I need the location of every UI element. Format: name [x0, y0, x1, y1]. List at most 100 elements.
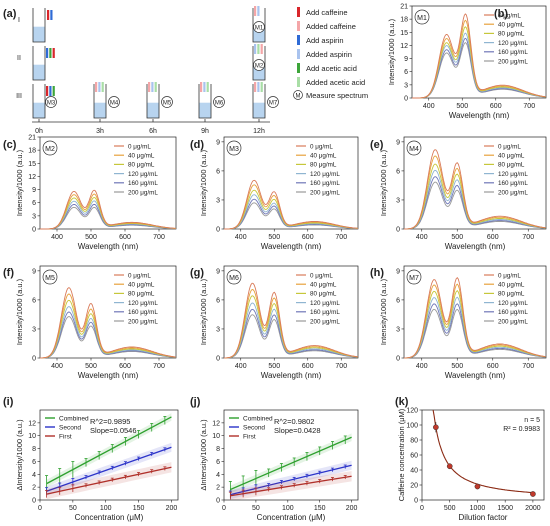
spectrum-legend-label: 0 μg/mL: [128, 272, 151, 279]
y-tick-label: 8: [32, 446, 36, 453]
spectrum-legend-label: 160 μg/mL: [498, 309, 528, 316]
y-tick-label: 60: [410, 453, 418, 460]
y-tick-label: 3: [404, 82, 408, 89]
timeline-label: 12h: [253, 128, 265, 135]
y-tick-label: 3: [216, 326, 220, 333]
y-axis-label: Intensity/1000 (a.u.): [387, 18, 396, 85]
spectrum-line: [403, 290, 546, 359]
fit-line: [230, 436, 352, 491]
y-tick-label: 9: [396, 268, 400, 275]
x-tick-label: 1000: [470, 505, 486, 512]
spectrum-legend-label: 200 μg/mL: [498, 189, 528, 196]
legend-swatch: [297, 63, 300, 73]
y-tick-label: 100: [406, 423, 418, 430]
reagent-stripe: [151, 82, 154, 92]
reagent-stripe: [257, 6, 260, 16]
spectrum-legend-label: 80 μg/mL: [310, 291, 337, 298]
reagent-stripe: [200, 82, 203, 92]
spectrum-legend-label: 40 μg/mL: [498, 22, 525, 29]
legend-label: Added caffeine: [306, 22, 356, 31]
y-tick-label: 6: [396, 297, 400, 304]
legend-swatch: [297, 21, 300, 31]
spectrum-marker: [42, 269, 58, 285]
bottle-liquid: [33, 26, 45, 42]
plot-frame: [223, 265, 359, 359]
bottle-liquid: [33, 102, 45, 118]
y-tick-label: 10: [28, 433, 36, 440]
spectrum-marker: [414, 9, 430, 25]
fit-annotation: Slope=0.0546: [90, 426, 137, 435]
y-tick-label: 15: [400, 30, 408, 37]
spectrum-legend-label: 40 μg/mL: [128, 153, 155, 160]
legend-label: Added aspirin: [306, 50, 352, 59]
spectrum-line: [223, 282, 358, 359]
measure-marker: [108, 96, 120, 108]
spectrum-legend-label: 80 μg/mL: [128, 162, 155, 169]
row-label: II: [17, 55, 21, 62]
panel-letter: (d): [190, 139, 204, 151]
spectrum-line: [40, 306, 176, 359]
plot-frame: [411, 5, 547, 99]
x-axis-label: Wavelength (nm): [445, 371, 506, 380]
y-tick-label: 6: [216, 168, 220, 175]
y-tick-label: 6: [32, 459, 36, 466]
bottle-liquid: [94, 102, 106, 118]
y-tick-label: 0: [32, 356, 36, 363]
measure-icon: [293, 90, 303, 100]
spectrum-marker-label: M1: [417, 15, 427, 22]
spectrum-line: [223, 289, 358, 359]
y-tick-label: 12: [212, 420, 220, 427]
spectrum-legend-label: 0 μg/mL: [498, 143, 521, 150]
reagent-stripe: [49, 86, 52, 96]
legend-swatch: [297, 49, 300, 59]
x-axis-label: Wavelength (nm): [445, 242, 506, 251]
y-tick-label: 10: [212, 433, 220, 440]
series-legend-label: Second: [243, 425, 265, 432]
x-tick-label: 500: [451, 363, 463, 370]
y-tick-label: 3: [216, 197, 220, 204]
panel-letter: (e): [370, 139, 384, 151]
measure-marker-label: M6: [215, 100, 224, 106]
reagent-stripe: [254, 82, 257, 92]
row-label: I: [18, 17, 20, 24]
y-tick-label: 6: [32, 200, 36, 207]
x-tick-label: 700: [335, 234, 347, 241]
spectrum-legend-label: 80 μg/mL: [498, 31, 525, 38]
y-tick-label: 6: [216, 459, 220, 466]
spectrum-legend-label: 160 μg/mL: [498, 49, 528, 56]
x-axis-label: Wavelength (nm): [261, 242, 322, 251]
spectrum-legend-label: 80 μg/mL: [498, 291, 525, 298]
panel-letter: (k): [395, 396, 409, 408]
spectrum-line: [224, 179, 358, 230]
spectrum-line: [39, 293, 176, 359]
spectrum-marker: [226, 140, 242, 156]
y-tick-label: 12: [28, 420, 36, 427]
plot-frame: [39, 409, 179, 501]
measure-marker-label: M4: [110, 100, 119, 106]
y-tick-label: 9: [216, 268, 220, 275]
y-tick-label: 0: [216, 356, 220, 363]
series-legend-label: First: [243, 434, 256, 441]
measure-marker: [45, 96, 57, 108]
y-tick-label: 6: [216, 297, 220, 304]
spectrum-marker: [226, 269, 242, 285]
y-tick-label: 12: [400, 43, 408, 50]
spectrum-legend-label: 40 μg/mL: [498, 282, 525, 289]
y-tick-label: 9: [216, 139, 220, 146]
measure-marker-label: M3: [47, 100, 56, 106]
y-axis-label: Caffeine concentration (μM): [397, 408, 406, 501]
x-tick-label: 400: [416, 234, 428, 241]
spectrum-legend-label: 80 μg/mL: [128, 291, 155, 298]
bottle: [32, 46, 46, 81]
spectrum-line: [40, 189, 176, 230]
panel-letter: (i): [3, 396, 14, 408]
reagent-stripe: [257, 82, 260, 92]
y-tick-label: 21: [400, 4, 408, 11]
x-tick-label: 700: [153, 363, 165, 370]
y-axis-label: ΔIntensity/1000 (a.u.): [199, 419, 208, 491]
plot-frame: [39, 136, 177, 230]
reagent-stripe: [52, 48, 55, 58]
y-tick-label: 40: [410, 468, 418, 475]
bottle: [252, 46, 266, 81]
spectrum-line: [403, 283, 546, 359]
